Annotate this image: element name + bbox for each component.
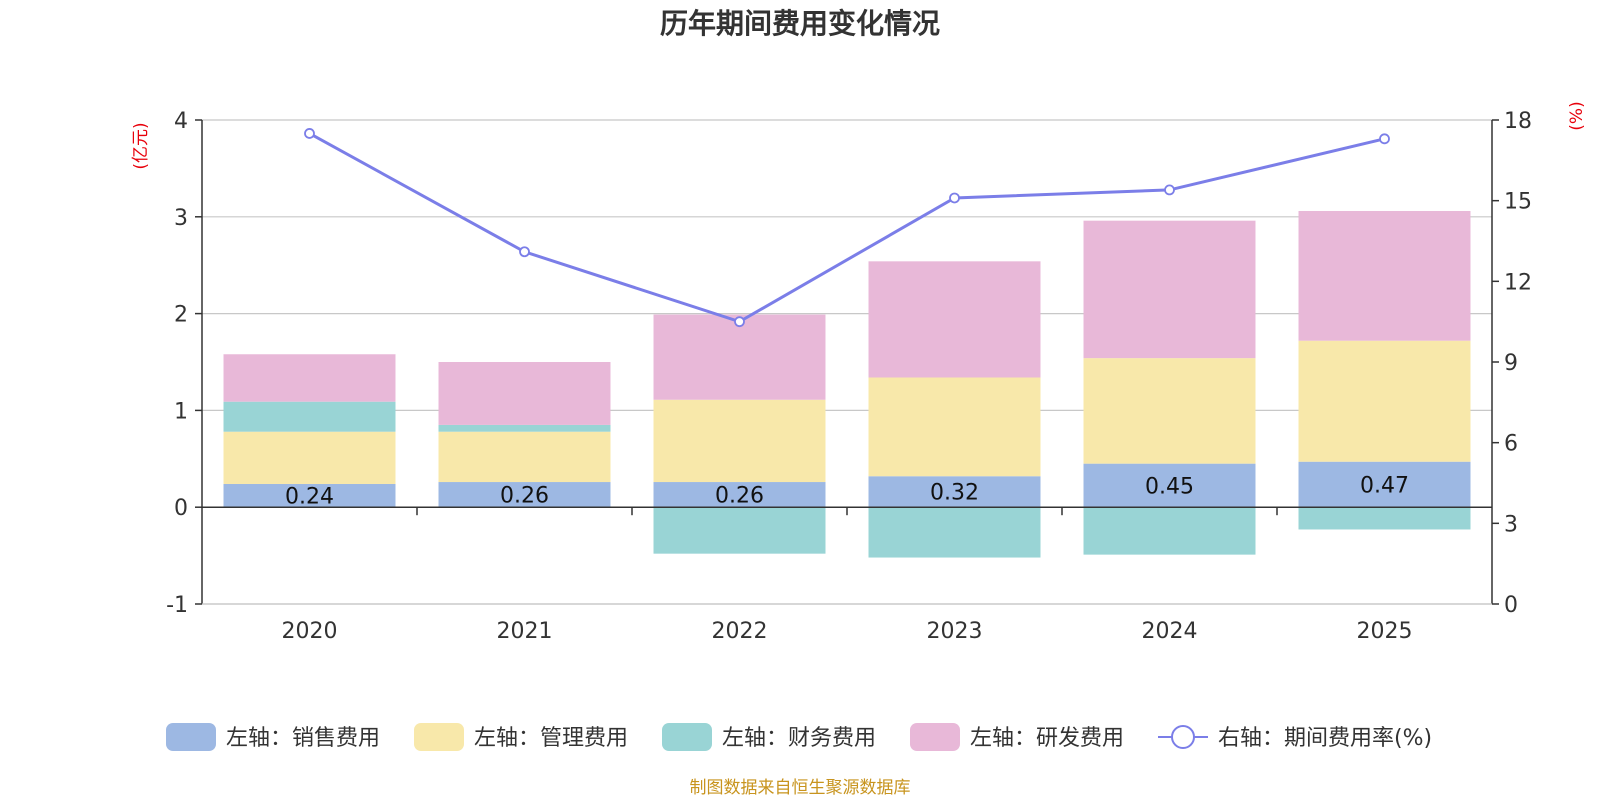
expense-rate-line <box>308 132 1385 324</box>
bar-3-2022 <box>653 507 826 554</box>
legend-label-4: 左轴：研发费用 <box>970 726 1124 751</box>
legend-swatch-1 <box>166 723 216 751</box>
legend-label-5: 右轴：期间费用率(%) <box>1218 726 1432 751</box>
legend: 左轴：销售费用 左轴：管理费用 左轴：财务费用 左轴：研发费用 右轴：期间费用率(%) <box>166 723 1432 751</box>
line-point-2022 <box>734 316 745 328</box>
bar-1-2025 <box>1298 461 1471 508</box>
right-tick-label-18: 18 <box>1504 109 1532 134</box>
line-point-2023 <box>949 192 960 204</box>
source-note: 制图数据来自恒生聚源数据库 <box>690 778 911 798</box>
right-tick-label-6: 6 <box>1504 432 1518 457</box>
bar-3-2021 <box>438 424 611 432</box>
left-tick-label-0: 0 <box>174 496 188 521</box>
data-label-2024: 0.45 <box>1145 474 1194 499</box>
legend-marker <box>1171 725 1195 749</box>
bar-1-2023 <box>868 476 1041 508</box>
x-tick-label-2020: 2020 <box>282 619 338 644</box>
bar-4-2025 <box>1298 210 1471 341</box>
bar-1-2024 <box>1083 463 1256 508</box>
left-tick-label-1: 1 <box>174 399 188 424</box>
x-tick-label-2022: 2022 <box>712 619 768 644</box>
right-tick-label-0: 0 <box>1504 593 1518 618</box>
bar-1-2021 <box>438 482 611 508</box>
legend-item-1: 左轴：销售费用 <box>166 723 380 751</box>
bar-2-2024 <box>1083 358 1256 464</box>
right-tick-label-15: 15 <box>1504 190 1532 215</box>
bar-4-2023 <box>868 261 1041 378</box>
line-point-2025 <box>1379 133 1390 145</box>
bar-4-2020 <box>223 354 396 402</box>
x-tick-label-2025: 2025 <box>1357 619 1413 644</box>
x-tick-label-2024: 2024 <box>1142 619 1198 644</box>
bar-2-2025 <box>1298 340 1471 462</box>
legend-label-1: 左轴：销售费用 <box>226 726 380 751</box>
right-tick-label-9: 9 <box>1504 351 1518 376</box>
legend-item-3: 左轴：财务费用 <box>662 723 876 751</box>
chart-title: 历年期间费用变化情况 <box>660 7 940 40</box>
legend-swatch-3 <box>662 723 712 751</box>
left-tick-label-2: 2 <box>174 303 188 328</box>
legend-swatch-4 <box>910 723 960 751</box>
bar-2-2023 <box>868 377 1041 477</box>
legend-item-5: 右轴：期间费用率(%) <box>1158 725 1432 751</box>
data-label-2020: 0.24 <box>285 485 334 510</box>
line-point-2020 <box>304 128 315 139</box>
bar-3-2024 <box>1083 507 1256 555</box>
bar-2-2021 <box>438 431 611 483</box>
data-label-2021: 0.26 <box>500 484 549 509</box>
data-label-2023: 0.32 <box>930 481 979 506</box>
line-point-2021 <box>519 246 530 258</box>
right-tick-label-3: 3 <box>1504 512 1518 537</box>
left-tick-label--1: -1 <box>166 593 188 618</box>
bar-4-2022 <box>653 314 826 400</box>
bar-4-2024 <box>1083 220 1256 359</box>
left-tick-label-4: 4 <box>174 109 188 134</box>
line-point-2024 <box>1164 184 1175 196</box>
bar-3-2020 <box>223 401 396 432</box>
bar-3-2023 <box>868 507 1041 558</box>
right-tick-label-12: 12 <box>1504 270 1532 295</box>
x-tick-label-2023: 2023 <box>927 619 983 644</box>
legend-item-4: 左轴：研发费用 <box>910 723 1124 751</box>
bar-2-2022 <box>653 399 826 483</box>
legend-label-2: 左轴：管理费用 <box>474 726 628 751</box>
left-tick-label-3: 3 <box>174 206 188 231</box>
right-axis-unit: (%) <box>1567 101 1587 130</box>
bar-1-2020 <box>223 483 396 508</box>
legend-swatch-2 <box>414 723 464 751</box>
left-axis-unit: (亿元) <box>131 122 151 169</box>
bar-2-2020 <box>223 431 396 484</box>
legend-label-3: 左轴：财务费用 <box>722 726 876 751</box>
data-label-2022: 0.26 <box>715 484 764 509</box>
x-tick-label-2021: 2021 <box>497 619 553 644</box>
bar-3-2025 <box>1298 507 1471 530</box>
legend-item-2: 左轴：管理费用 <box>414 723 628 751</box>
data-label-2025: 0.47 <box>1360 473 1409 498</box>
bar-4-2021 <box>438 362 611 425</box>
bar-1-2022 <box>653 482 826 508</box>
